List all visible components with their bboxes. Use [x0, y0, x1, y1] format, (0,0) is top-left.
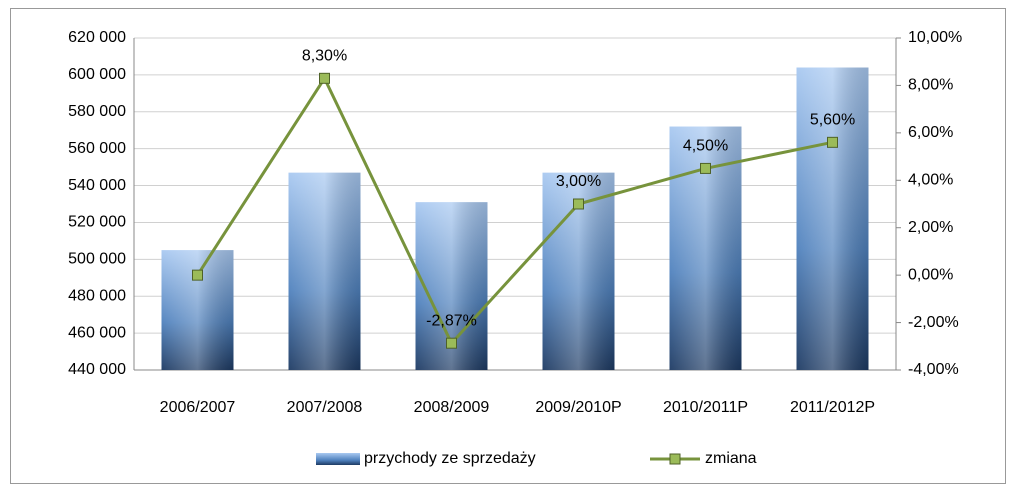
y2-tick-label: -4,00% — [908, 361, 959, 378]
legend-swatch — [316, 453, 360, 465]
marker — [827, 136, 838, 148]
y-tick-label: 580 000 — [68, 103, 126, 120]
y-tick-label: 540 000 — [68, 177, 126, 194]
data-label: -2,87% — [426, 312, 477, 329]
bar-shine — [288, 172, 361, 370]
y-tick-label: 620 000 — [68, 29, 126, 46]
marker — [192, 269, 203, 281]
data-label: 4,50% — [683, 138, 728, 155]
x-tick-label: 2006/2007 — [160, 399, 236, 416]
line — [196, 75, 833, 346]
legend-marker — [669, 453, 681, 465]
data-label: 8,30% — [302, 48, 347, 65]
marker — [446, 337, 457, 349]
y-tick-label: 500 000 — [68, 251, 126, 268]
y2-tick-label: -2,00% — [908, 314, 959, 331]
x-tick-label: 2009/2010P — [535, 399, 621, 416]
data-label: 5,60% — [810, 112, 855, 129]
y2-tick-label: 2,00% — [908, 219, 953, 236]
x-tick-label: 2010/2011P — [663, 399, 748, 416]
y-tick-label: 460 000 — [68, 324, 126, 341]
marker — [319, 72, 330, 84]
bar-shine — [161, 250, 234, 370]
y-tick-label: 560 000 — [68, 140, 126, 157]
y-tick-label: 480 000 — [68, 287, 126, 304]
y2-tick-label: 4,00% — [908, 172, 953, 189]
marker — [573, 198, 584, 210]
x-tick-label: 2007/2008 — [287, 399, 363, 416]
x-tick-label: 2008/2009 — [414, 399, 490, 416]
chart-border — [10, 8, 1006, 484]
y2-tick-label: 0,00% — [908, 266, 953, 283]
legend-label: przychody ze sprzedaży — [364, 450, 536, 467]
y2-tick-label: 8,00% — [908, 77, 953, 94]
y-tick-label: 600 000 — [68, 66, 126, 83]
y-tick-label: 520 000 — [68, 214, 126, 231]
x-tick-label: 2011/2012P — [790, 399, 875, 416]
y2-tick-label: 6,00% — [908, 124, 953, 141]
legend-label: zmiana — [705, 450, 757, 467]
y2-tick-label: 10,00% — [908, 29, 962, 46]
marker — [700, 162, 711, 174]
data-label: 3,00% — [556, 173, 601, 190]
bar-shine — [796, 67, 869, 370]
y-tick-label: 440 000 — [68, 361, 126, 378]
